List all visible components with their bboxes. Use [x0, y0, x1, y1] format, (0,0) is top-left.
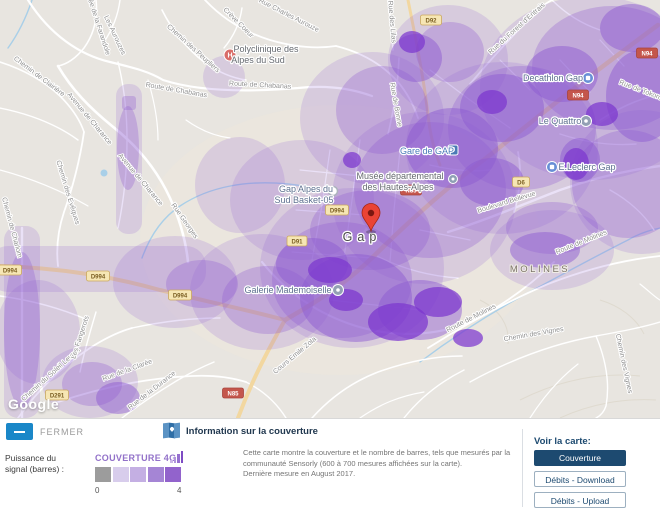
road-shield-d291: D291	[45, 389, 69, 401]
svg-text:D6: D6	[517, 181, 525, 187]
road-shield-d994: D994	[86, 270, 110, 282]
map-label-musee[interactable]: des Hautes-Alpes	[361, 181, 435, 193]
map-label-decathlon[interactable]: Decathlon Gap	[522, 72, 584, 84]
basket-club-icon[interactable]	[327, 185, 339, 197]
signal-bars-icon	[170, 451, 184, 463]
fermer-label[interactable]: FERMER	[40, 427, 84, 437]
map-label-basket[interactable]: Sud Basket-05	[273, 194, 334, 206]
svg-text:D994: D994	[91, 275, 106, 281]
map-label-polyclinique[interactable]: Polyclinique des	[232, 43, 300, 55]
hospital-icon[interactable]: H	[223, 48, 237, 62]
map-label-leclerc[interactable]: E.Leclerc Gap	[557, 161, 616, 173]
shopping-icon-leclerc[interactable]	[546, 161, 558, 173]
map-label-gare[interactable]: Gare de GAP	[399, 145, 455, 157]
map-label-basket[interactable]: Gap Alpes du	[278, 183, 334, 195]
svg-text:D91: D91	[291, 240, 303, 246]
road-shield-n94: N94	[567, 89, 589, 101]
road-shield-n94: N94	[636, 47, 658, 59]
coverage-overlay	[0, 0, 660, 418]
fermer-button[interactable]	[6, 423, 33, 440]
info-panel-title: Information sur la couverture	[186, 426, 318, 437]
legend-scale-max: 4	[177, 486, 182, 495]
info-panel: FERMER Puissance du signal (barres) : CO…	[0, 418, 660, 518]
train-station-icon[interactable]	[447, 144, 459, 156]
terrain-contours	[479, 299, 657, 419]
museum-icon[interactable]	[448, 174, 458, 184]
coverage-legend-swatches	[95, 467, 183, 482]
map-label-polyclinique[interactable]: Alpes du Sud	[230, 54, 286, 66]
legend-swatch-3	[147, 467, 164, 482]
road-shield-n85: N85	[400, 184, 422, 196]
road-shield-n85: N85	[222, 387, 244, 399]
poi-icons: H	[223, 48, 594, 296]
poi-labels: Polyclinique des Alpes du Sud Musée dépa…	[230, 43, 617, 296]
road-shield-d6: D6	[512, 176, 530, 188]
signal-strength-label: Puissance du signal (barres) :	[5, 453, 65, 474]
debits-download-button[interactable]: Débits - Download	[534, 471, 626, 487]
road-shield-d994: D994	[0, 264, 22, 276]
svg-text:H: H	[227, 52, 232, 59]
legend-swatch-1	[112, 467, 129, 482]
svg-text:N94: N94	[572, 94, 584, 100]
mall-icon-galerie[interactable]	[332, 284, 344, 296]
map-label-galerie[interactable]: Galerie Mademoiselle	[243, 284, 332, 296]
road-shield-d91: D91	[286, 235, 308, 247]
legend-swatch-2	[130, 467, 146, 482]
couverture-button[interactable]: Couverture	[534, 450, 626, 466]
map-info-icon	[163, 422, 180, 439]
location-marker[interactable]	[361, 203, 381, 235]
legend-swatch-4	[165, 467, 181, 482]
map-label-quattro[interactable]: Le Quattro	[538, 115, 583, 127]
svg-text:D291: D291	[50, 394, 65, 400]
road-shield-d994: D994	[168, 289, 192, 301]
map-canvas[interactable]: D92 N85 N85 D994 D994 D994 D994 D91 N94 …	[0, 0, 660, 420]
svg-text:N85: N85	[227, 392, 239, 398]
minus-icon	[14, 430, 25, 433]
legend-swatch-0	[95, 467, 111, 482]
view-map-title: Voir la carte:	[534, 436, 591, 447]
roads-layer	[0, 0, 660, 403]
panel-divider	[522, 429, 523, 507]
legend-scale-min: 0	[95, 486, 100, 495]
legend-title: COUVERTURE 4G	[95, 453, 177, 463]
svg-text:N85: N85	[405, 189, 417, 195]
map-label-molines: MOLINES	[510, 264, 570, 275]
venue-icon-quattro[interactable]	[580, 115, 592, 127]
google-logo[interactable]: Google	[8, 396, 60, 412]
shopping-icon-decathlon[interactable]	[582, 72, 594, 84]
svg-text:D994: D994	[330, 209, 345, 215]
svg-text:N94: N94	[641, 52, 653, 58]
map-label-city-gap[interactable]: Gap	[341, 229, 382, 246]
map-svg: D92 N85 N85 D994 D994 D994 D994 D91 N94 …	[0, 0, 660, 420]
road-shield-d994: D994	[325, 204, 349, 216]
debits-upload-button[interactable]: Débits - Upload	[534, 492, 626, 508]
svg-text:D994: D994	[173, 294, 188, 300]
svg-text:D994: D994	[3, 269, 18, 275]
coverage-description: Cette carte montre la couverture et le n…	[243, 448, 511, 478]
map-label-musee[interactable]: Musée départemental	[355, 170, 444, 182]
svg-text:D92: D92	[425, 19, 437, 25]
road-shields: D92 N85 N85 D994 D994 D994 D994 D91 N94 …	[0, 14, 658, 401]
road-shield-d92: D92	[420, 14, 442, 26]
major-roads-layer	[0, 0, 660, 420]
